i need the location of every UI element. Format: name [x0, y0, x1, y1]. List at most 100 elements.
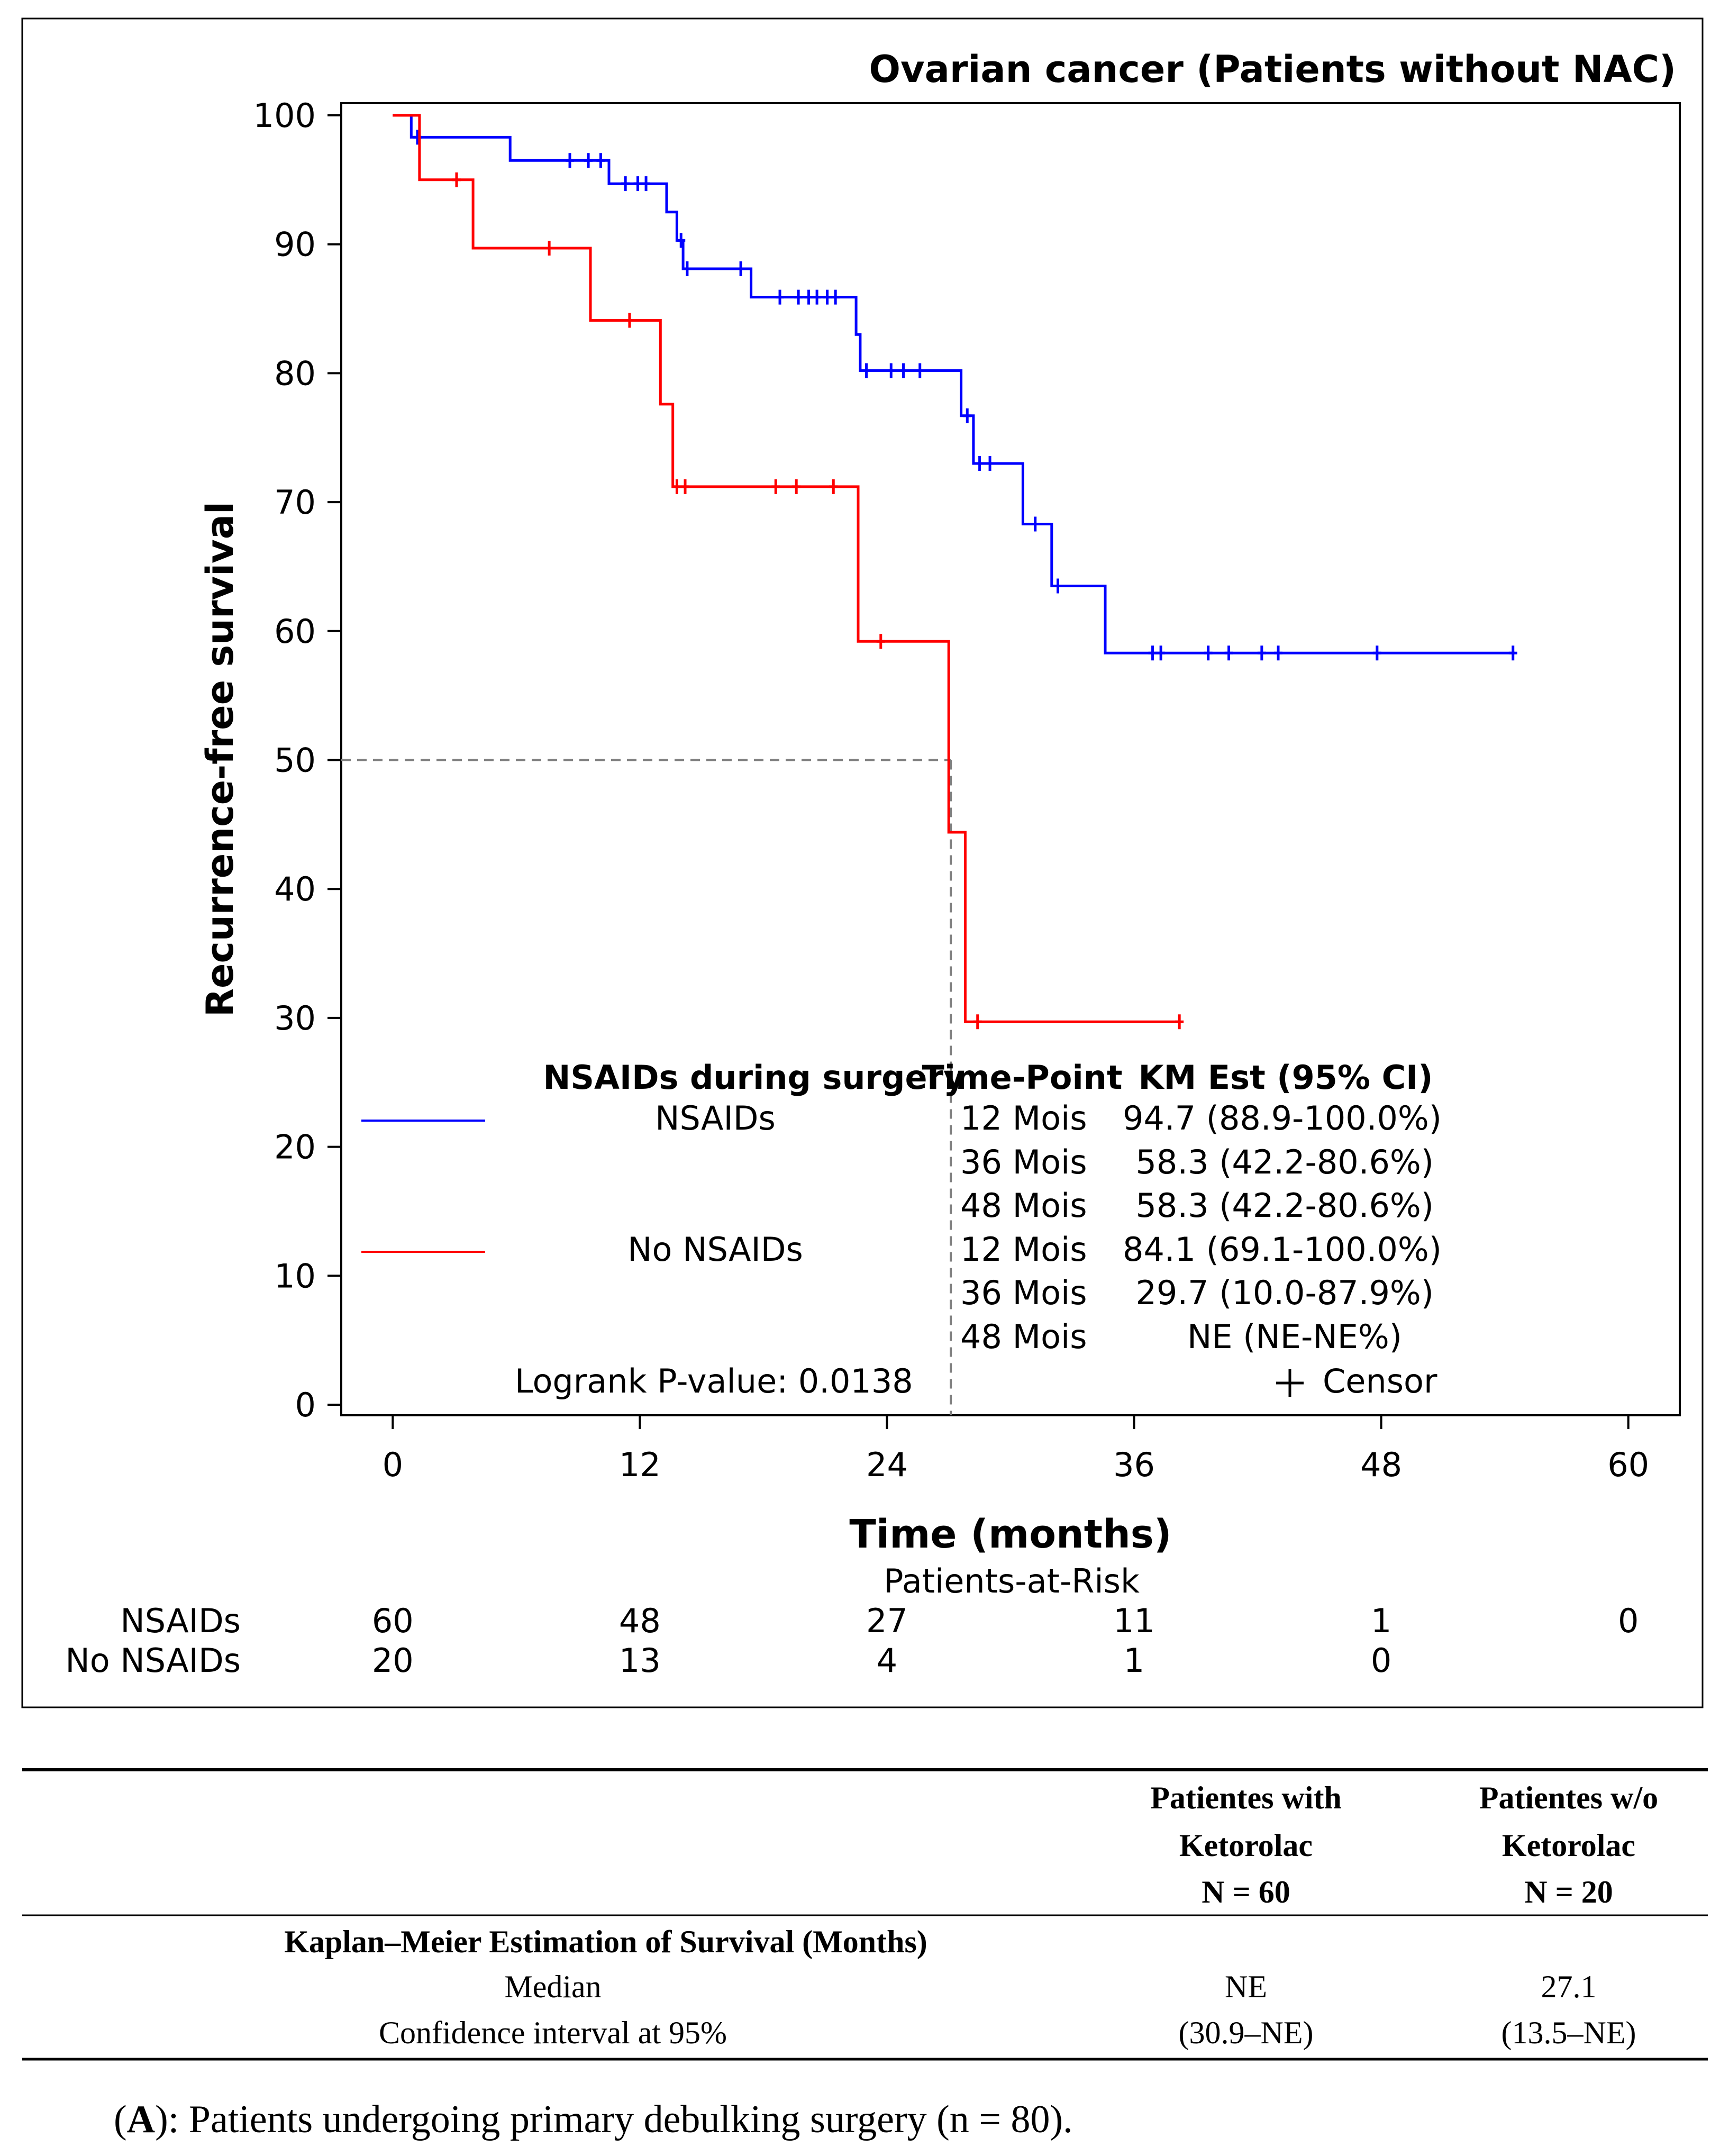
caption-prefix: ( [114, 2098, 127, 2141]
y-axis: 0 10 20 30 40 50 60 70 80 90 100 [253, 96, 341, 1424]
censor-mark [973, 1014, 982, 1030]
table-section-title: Kaplan–Meier Estimation of Survival (Mon… [284, 1924, 927, 1959]
censor-mark [1204, 645, 1213, 661]
caption-text: ): Patients undergoing primary debulking… [155, 2098, 1073, 2141]
legend-time: 48 Mois [960, 1317, 1087, 1356]
y-tick-label: 80 [274, 354, 316, 393]
row-value-ci-without: (13.5–NE) [1502, 2015, 1636, 2050]
censor-marker-icon [1276, 1369, 1304, 1397]
censor-mark [1031, 516, 1040, 532]
x-tick-label: 0 [383, 1445, 403, 1484]
censor-mark [596, 153, 605, 168]
legend-inset: NSAIDs during surgery Time-Point KM Est … [361, 1058, 1442, 1400]
censor-mark [915, 363, 924, 378]
at-risk-value: 0 [1618, 1602, 1639, 1640]
at-risk-value: 1 [1124, 1641, 1144, 1680]
censor-mark [621, 176, 630, 192]
at-risk-value: 11 [1113, 1602, 1155, 1640]
x-axis-label: Time (months) [849, 1512, 1171, 1557]
col2-header-line1: Patientes w/o [1479, 1780, 1658, 1815]
at-risk-value: 1 [1371, 1602, 1391, 1640]
censor-mark [1175, 1014, 1184, 1030]
legend-time: 12 Mois [960, 1230, 1087, 1269]
col2-header-line3: N = 20 [1524, 1875, 1613, 1909]
col2-header-line2: Ketorolac [1502, 1828, 1635, 1863]
censor-mark [677, 233, 686, 248]
x-tick-label: 60 [1607, 1445, 1649, 1484]
censor-mark [1508, 645, 1517, 661]
row-value-median-with: NE [1225, 1969, 1267, 2004]
censor-mark [545, 241, 554, 256]
row-label-median: Median [504, 1969, 601, 2004]
censor-mark [823, 289, 832, 305]
at-risk-value: 0 [1371, 1641, 1391, 1680]
y-tick-label: 10 [274, 1257, 316, 1295]
censor-mark [1157, 645, 1166, 661]
median-reference-lines [341, 759, 952, 1415]
legend-time: 36 Mois [960, 1273, 1087, 1312]
censor-mark [831, 289, 840, 305]
row-value-median-without: 27.1 [1541, 1969, 1597, 2004]
censor-mark [1148, 645, 1157, 661]
censor-mark [1224, 645, 1233, 661]
censor-mark [829, 479, 838, 494]
col1-header-line2: Ketorolac [1179, 1828, 1313, 1863]
legend-estimate: 58.3 (42.2-80.6%) [1135, 1186, 1434, 1225]
y-tick-label: 90 [274, 225, 316, 264]
censor-mark [1053, 578, 1062, 594]
at-risk-label-no-nsaids: No NSAIDs [65, 1641, 241, 1680]
censor-mark [681, 479, 690, 494]
col1-header-line3: N = 60 [1202, 1875, 1290, 1909]
censor-mark [975, 456, 984, 471]
survival-curves [393, 114, 1517, 1030]
censor-mark [899, 363, 908, 378]
censor-mark [672, 479, 681, 494]
logrank-pvalue: Logrank P-value: 0.0138 [515, 1362, 913, 1400]
legend-estimate: 94.7 (88.9-100.0%) [1123, 1099, 1442, 1138]
censor-mark [887, 363, 896, 378]
at-risk-values: 60 48 27 11 1 020 13 4 1 0 [372, 1602, 1639, 1680]
figure-frame [21, 17, 1704, 1708]
at-risk-value: 60 [372, 1602, 414, 1640]
legend-header-group: NSAIDs during surgery [543, 1058, 964, 1097]
y-tick-label: 60 [274, 612, 316, 651]
at-risk-value: 4 [877, 1641, 897, 1680]
series-line-no-nsaids [393, 114, 1180, 1023]
patients-at-risk: Patients-at-Risk NSAIDs No NSAIDs 60 48 27… [65, 1562, 1639, 1680]
chart-title: Ovarian cancer (Patients without NAC) [869, 48, 1676, 91]
censor-mark [633, 176, 642, 192]
legend-time: 48 Mois [960, 1186, 1087, 1225]
censor-mark [963, 408, 972, 423]
censor-mark [1257, 645, 1266, 661]
x-tick-label: 36 [1113, 1445, 1155, 1484]
y-tick-label: 70 [274, 483, 316, 522]
censor-mark [986, 456, 995, 471]
x-tick-label: 24 [866, 1445, 908, 1484]
y-tick-label: 20 [274, 1128, 316, 1167]
censor-mark [771, 479, 780, 494]
censor-mark [813, 289, 822, 305]
x-tick-label: 48 [1360, 1445, 1402, 1484]
at-risk-value: 20 [372, 1641, 414, 1680]
legend-time: 12 Mois [960, 1099, 1087, 1138]
at-risk-value: 27 [866, 1602, 908, 1640]
at-risk-value: 48 [619, 1602, 661, 1640]
figure-caption: (A): Patients undergoing primary debulki… [114, 2098, 1073, 2141]
row-label-ci: Confidence interval at 95% [379, 2015, 727, 2050]
censor-mark [776, 289, 785, 305]
col1-header-line1: Patientes with [1150, 1780, 1342, 1815]
x-tick-label: 12 [619, 1445, 661, 1484]
censor-mark [584, 153, 593, 168]
legend-estimate: 29.7 (10.0-87.9%) [1135, 1273, 1434, 1312]
legend-estimate: 84.1 (69.1-100.0%) [1123, 1230, 1442, 1269]
censor-mark [1372, 645, 1381, 661]
y-axis-label: Recurrence-free survival [198, 502, 242, 1017]
y-tick-label: 40 [274, 870, 316, 908]
summary-table: Patientes with Ketorolac N = 60 Patiente… [22, 1768, 1708, 2061]
censor-mark [452, 172, 461, 187]
censor-mark [625, 313, 634, 328]
legend-estimate: 58.3 (42.2-80.6%) [1135, 1143, 1434, 1181]
legend-group-no-nsaids: No NSAIDs [627, 1230, 803, 1269]
censor-mark [794, 289, 803, 305]
